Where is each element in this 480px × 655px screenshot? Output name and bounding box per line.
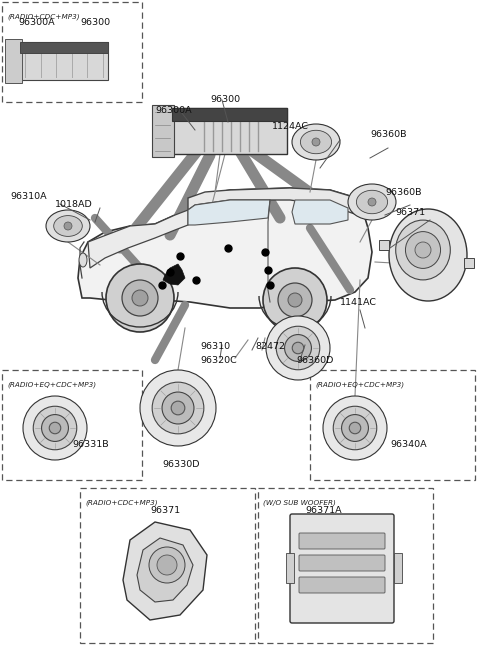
Circle shape xyxy=(266,316,330,380)
Bar xyxy=(464,258,474,268)
Text: 96310: 96310 xyxy=(200,342,230,351)
Circle shape xyxy=(23,396,87,460)
Circle shape xyxy=(368,198,376,206)
Bar xyxy=(379,240,389,250)
Text: 96360D: 96360D xyxy=(296,356,334,365)
Text: (W/O SUB WOOFER): (W/O SUB WOOFER) xyxy=(263,500,336,506)
Ellipse shape xyxy=(389,209,467,301)
Text: 96331B: 96331B xyxy=(72,440,108,449)
Text: 96360B: 96360B xyxy=(385,188,421,197)
Circle shape xyxy=(49,422,61,434)
Circle shape xyxy=(157,555,177,575)
Circle shape xyxy=(132,290,148,306)
Circle shape xyxy=(152,382,204,434)
Ellipse shape xyxy=(348,184,396,220)
Text: 96360B: 96360B xyxy=(370,130,407,139)
FancyBboxPatch shape xyxy=(299,555,385,571)
Polygon shape xyxy=(188,188,362,214)
Bar xyxy=(20,42,108,80)
Circle shape xyxy=(64,222,72,230)
Polygon shape xyxy=(188,200,270,225)
Bar xyxy=(394,553,402,583)
Circle shape xyxy=(276,326,320,370)
Circle shape xyxy=(415,242,431,258)
Text: 96330D: 96330D xyxy=(162,460,200,469)
Text: (RADIO+EQ+CDC+MP3): (RADIO+EQ+CDC+MP3) xyxy=(315,382,404,388)
Text: 96300: 96300 xyxy=(210,95,240,104)
Text: (RADIO+EQ+CDC+MP3): (RADIO+EQ+CDC+MP3) xyxy=(7,382,96,388)
Text: (RADIO+CDC+MP3): (RADIO+CDC+MP3) xyxy=(7,14,80,20)
Text: 96371A: 96371A xyxy=(305,506,342,515)
FancyBboxPatch shape xyxy=(290,514,394,623)
Circle shape xyxy=(140,370,216,446)
Circle shape xyxy=(33,406,77,450)
Bar xyxy=(2,370,142,480)
Polygon shape xyxy=(137,538,193,602)
Ellipse shape xyxy=(54,215,82,236)
Circle shape xyxy=(42,415,69,441)
Text: 96310A: 96310A xyxy=(10,192,47,201)
Text: 1141AC: 1141AC xyxy=(340,298,377,307)
Circle shape xyxy=(292,343,304,354)
Ellipse shape xyxy=(46,210,90,242)
Bar xyxy=(2,2,142,102)
Text: 1124AC: 1124AC xyxy=(272,122,309,131)
Ellipse shape xyxy=(292,124,340,160)
Bar xyxy=(258,488,433,643)
Circle shape xyxy=(162,392,194,424)
Ellipse shape xyxy=(406,232,441,269)
Bar xyxy=(20,42,108,54)
Text: 96300: 96300 xyxy=(80,18,110,27)
Circle shape xyxy=(342,415,369,441)
Text: 96320C: 96320C xyxy=(200,356,237,365)
Bar xyxy=(172,108,287,154)
Polygon shape xyxy=(123,522,207,620)
Circle shape xyxy=(149,547,185,583)
Circle shape xyxy=(278,283,312,317)
Bar xyxy=(152,105,174,157)
Text: 1018AD: 1018AD xyxy=(55,200,93,209)
Bar xyxy=(5,39,22,83)
Bar xyxy=(172,108,287,121)
Text: 96340A: 96340A xyxy=(390,440,427,449)
Text: (RADIO+CDC+MP3): (RADIO+CDC+MP3) xyxy=(85,500,157,506)
Text: 82472: 82472 xyxy=(255,342,285,351)
Ellipse shape xyxy=(79,253,87,267)
Text: 96371: 96371 xyxy=(395,208,425,217)
Circle shape xyxy=(263,268,327,332)
Ellipse shape xyxy=(396,220,450,280)
Text: 96300A: 96300A xyxy=(155,106,192,115)
Bar xyxy=(310,370,475,480)
Circle shape xyxy=(333,406,377,450)
Polygon shape xyxy=(163,264,185,285)
Bar xyxy=(286,553,294,583)
Circle shape xyxy=(349,422,361,434)
Text: 96371: 96371 xyxy=(150,506,180,515)
Circle shape xyxy=(288,293,302,307)
Ellipse shape xyxy=(356,191,388,214)
Circle shape xyxy=(122,280,158,316)
Polygon shape xyxy=(78,188,372,308)
Bar xyxy=(80,488,255,643)
Circle shape xyxy=(106,264,174,332)
Text: 96300A: 96300A xyxy=(18,18,55,27)
Circle shape xyxy=(171,401,185,415)
FancyBboxPatch shape xyxy=(299,577,385,593)
Circle shape xyxy=(285,335,312,362)
Circle shape xyxy=(312,138,320,146)
Polygon shape xyxy=(88,210,188,268)
Circle shape xyxy=(323,396,387,460)
Ellipse shape xyxy=(300,130,332,154)
FancyBboxPatch shape xyxy=(299,533,385,549)
Polygon shape xyxy=(292,200,348,224)
